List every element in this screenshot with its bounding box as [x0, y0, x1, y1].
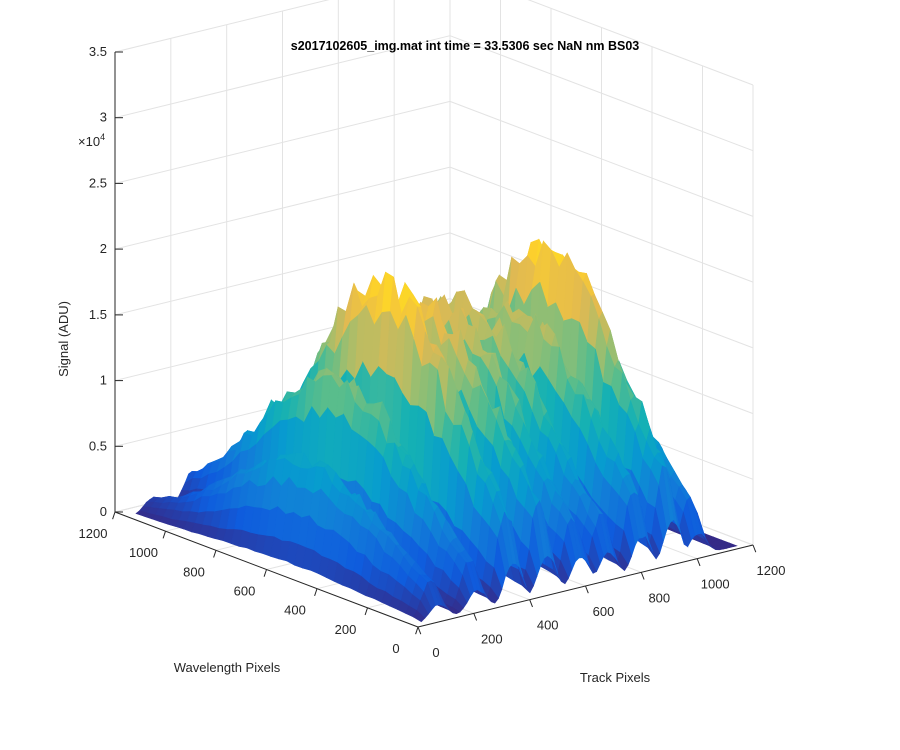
grid-line-z-back	[114, 0, 330, 53]
y-tick-label: 0	[392, 641, 399, 656]
x-tick-label: 400	[537, 618, 559, 633]
z-tick-label: 3	[100, 110, 107, 125]
grid-line-z-side	[449, 100, 754, 217]
x-tick-label: 1000	[701, 577, 730, 592]
x-tick	[696, 558, 701, 567]
y-tick-label: 200	[335, 622, 357, 637]
tick-labels: 0200400600800100012000200400600800100012…	[79, 44, 786, 660]
x-tick-label: 600	[593, 604, 615, 619]
surface-patch	[412, 610, 426, 623]
grid-line-z-side	[449, 35, 754, 152]
y-tick-label: 400	[284, 603, 306, 618]
y-tick	[314, 588, 318, 597]
axis-lines	[112, 51, 757, 635]
grid-line-z-side	[527, 0, 754, 86]
grid-line-z-back	[114, 166, 451, 250]
z-axis-label: Signal (ADU)	[56, 301, 71, 377]
grid-line-z-back	[114, 232, 451, 316]
x-tick-label: 0	[432, 645, 439, 660]
y-tick-label: 600	[234, 584, 256, 599]
z-tick-label: 3.5	[89, 44, 107, 59]
y-tick	[364, 607, 368, 616]
y-tick-label: 800	[183, 564, 205, 579]
y-tick-label: 1000	[129, 545, 158, 560]
x-tick	[585, 585, 589, 594]
grid-line-z-side	[449, 232, 754, 349]
grid-line-z-back	[114, 100, 451, 184]
y-tick	[213, 550, 217, 558]
y-tick	[415, 626, 419, 635]
y-tick-label: 1200	[79, 526, 108, 541]
x-tick	[752, 544, 757, 553]
x-tick	[640, 572, 645, 580]
z-tick-label: 2.5	[89, 175, 107, 190]
x-tick-label: 800	[648, 590, 670, 605]
z-tick-label: 2	[100, 241, 107, 256]
z-tick-label: 0.5	[89, 438, 107, 453]
x-tick	[417, 626, 422, 635]
y-tick	[112, 511, 116, 520]
chart-title: s2017102605_img.mat int time = 33.5306 s…	[291, 39, 640, 53]
x-tick-label: 200	[481, 631, 503, 646]
x-tick	[473, 613, 478, 621]
z-tick-label: 1.5	[89, 307, 107, 322]
surface-plot	[135, 238, 738, 623]
x-axis-label: Track Pixels	[580, 670, 651, 685]
z-exponent-label: ×104	[78, 132, 105, 149]
grid-line-z-back	[114, 35, 451, 119]
y-tick	[263, 569, 267, 577]
x-tick-label: 1200	[757, 563, 786, 578]
x-tick	[529, 599, 533, 608]
y-tick	[162, 531, 166, 539]
y-axis-label: Wavelength Pixels	[174, 660, 281, 675]
grid-line-z-side	[449, 166, 754, 283]
z-tick-label: 1	[100, 373, 107, 388]
z-tick-label: 0	[100, 504, 107, 519]
